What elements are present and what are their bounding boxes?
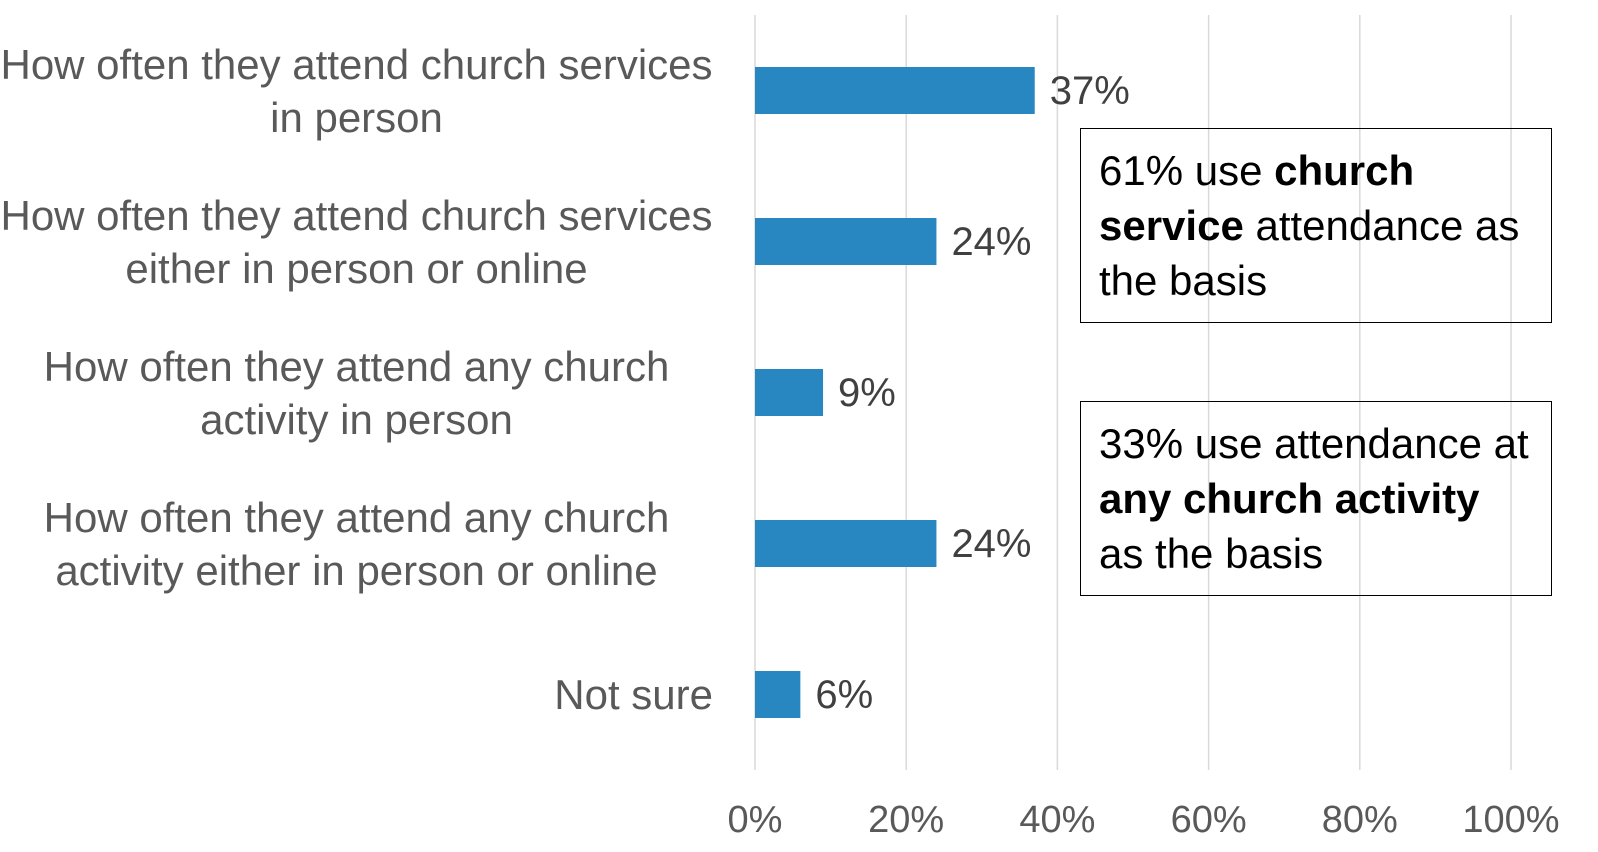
annotation-text: as the basis xyxy=(1099,475,1492,577)
value-label: 6% xyxy=(815,673,873,717)
category-label-box: Not sure xyxy=(0,619,713,770)
category-label-box: How often they attend church services ei… xyxy=(0,166,713,317)
x-tick-label: 0% xyxy=(728,799,783,841)
category-label: Not sure xyxy=(554,671,713,718)
x-tick-label: 20% xyxy=(868,799,944,841)
annotation-text: church service xyxy=(1099,147,1426,249)
category-label-box: How often they attend any church activit… xyxy=(0,317,713,468)
value-label: 24% xyxy=(951,220,1031,264)
x-tick-label: 40% xyxy=(1019,799,1095,841)
category-label-box: How often they attend any church activit… xyxy=(0,468,713,619)
value-label: 9% xyxy=(838,371,896,415)
category-label: How often they attend church services in… xyxy=(0,40,713,141)
annotation-text: 33% use attendance at xyxy=(1099,420,1541,467)
category-label-box: How often they attend church services in… xyxy=(0,15,713,166)
annotation-text: any church activity xyxy=(1099,475,1480,522)
category-label: How often they attend any church activit… xyxy=(43,342,670,443)
bar xyxy=(755,369,824,416)
value-label: 24% xyxy=(951,522,1031,566)
bar xyxy=(755,671,801,718)
value-label: 37% xyxy=(1050,69,1130,113)
annotation: 61% use church service attendance as the… xyxy=(1080,128,1552,323)
annotation-text: attendance as the basis xyxy=(1099,202,1532,304)
bar xyxy=(755,520,937,567)
bar xyxy=(755,218,937,265)
category-label: How often they attend any church activit… xyxy=(43,493,670,594)
annotation: 33% use attendance at any church activit… xyxy=(1080,401,1552,596)
x-tick-label: 80% xyxy=(1322,799,1398,841)
annotation-text: 61% use xyxy=(1099,147,1275,194)
x-tick-label: 100% xyxy=(1462,799,1559,841)
x-tick-label: 60% xyxy=(1171,799,1247,841)
category-label: How often they attend church services ei… xyxy=(0,191,713,292)
bar xyxy=(755,67,1035,114)
